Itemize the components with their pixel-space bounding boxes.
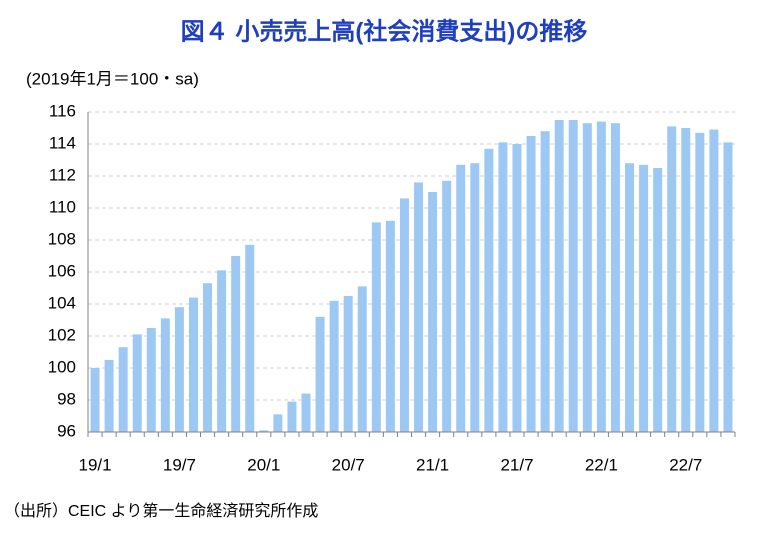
bar <box>512 144 522 432</box>
bar <box>582 123 592 432</box>
chart-title: 図４ 小売売上高(社会消費支出)の推移 <box>181 17 588 45</box>
bar <box>653 168 663 432</box>
bar <box>414 182 424 432</box>
source-note: （出所）CEIC より第一生命経済研究所作成 <box>4 502 318 520</box>
x-tick-label: 20/1 <box>247 455 280 474</box>
bar <box>625 163 635 432</box>
x-tick-label: 21/1 <box>416 455 449 474</box>
bar <box>695 132 705 433</box>
bar <box>343 296 353 432</box>
bar <box>259 430 269 432</box>
y-tick-label: 100 <box>48 357 76 376</box>
bar <box>315 316 325 432</box>
bar <box>385 220 395 432</box>
x-tick-label: 22/7 <box>669 455 702 474</box>
y-tick-label: 110 <box>49 197 76 216</box>
bar <box>329 300 339 432</box>
bar <box>596 121 606 432</box>
bar <box>174 307 184 432</box>
y-tick-label: 116 <box>49 101 76 120</box>
bar <box>681 128 691 432</box>
bar <box>104 360 114 432</box>
bar <box>498 142 508 432</box>
bar <box>723 142 733 432</box>
bar <box>526 136 536 432</box>
bar <box>709 129 719 432</box>
bar <box>203 283 213 432</box>
bar <box>442 180 452 432</box>
bar <box>667 126 677 433</box>
bar <box>287 401 297 432</box>
bar <box>554 120 564 432</box>
y-tick-label: 104 <box>48 293 76 312</box>
y-tick-label: 112 <box>49 165 76 184</box>
bar <box>639 164 649 433</box>
bar <box>357 286 367 432</box>
bar <box>456 164 466 433</box>
bar <box>399 198 409 432</box>
bar <box>132 334 142 432</box>
y-tick-label: 106 <box>48 261 76 280</box>
bar <box>231 256 241 432</box>
bar <box>90 368 100 432</box>
bar <box>245 244 255 432</box>
bar <box>217 270 227 432</box>
y-tick-label: 108 <box>48 229 76 248</box>
bar <box>484 148 494 433</box>
x-tick-label: 20/7 <box>332 455 365 474</box>
y-tick-label: 102 <box>48 325 76 344</box>
x-tick-label: 19/1 <box>78 455 111 474</box>
bar <box>146 328 156 432</box>
bar <box>540 131 550 432</box>
bar <box>470 163 480 432</box>
bar <box>371 222 381 432</box>
bar <box>188 297 198 432</box>
bar <box>118 347 128 432</box>
x-tick-label: 19/7 <box>163 455 196 474</box>
y-tick-label: 114 <box>49 133 76 152</box>
x-tick-label: 21/7 <box>500 455 533 474</box>
bar <box>160 318 170 432</box>
y-tick-label: 98 <box>57 389 76 408</box>
bar <box>610 123 620 432</box>
y-tick-label: 96 <box>57 421 76 440</box>
bar <box>428 192 438 432</box>
bar <box>273 414 283 432</box>
bar <box>568 120 578 432</box>
bar <box>301 393 311 432</box>
y-axis-label: (2019年1月＝100・sa) <box>26 69 199 88</box>
x-tick-label: 22/1 <box>585 455 618 474</box>
